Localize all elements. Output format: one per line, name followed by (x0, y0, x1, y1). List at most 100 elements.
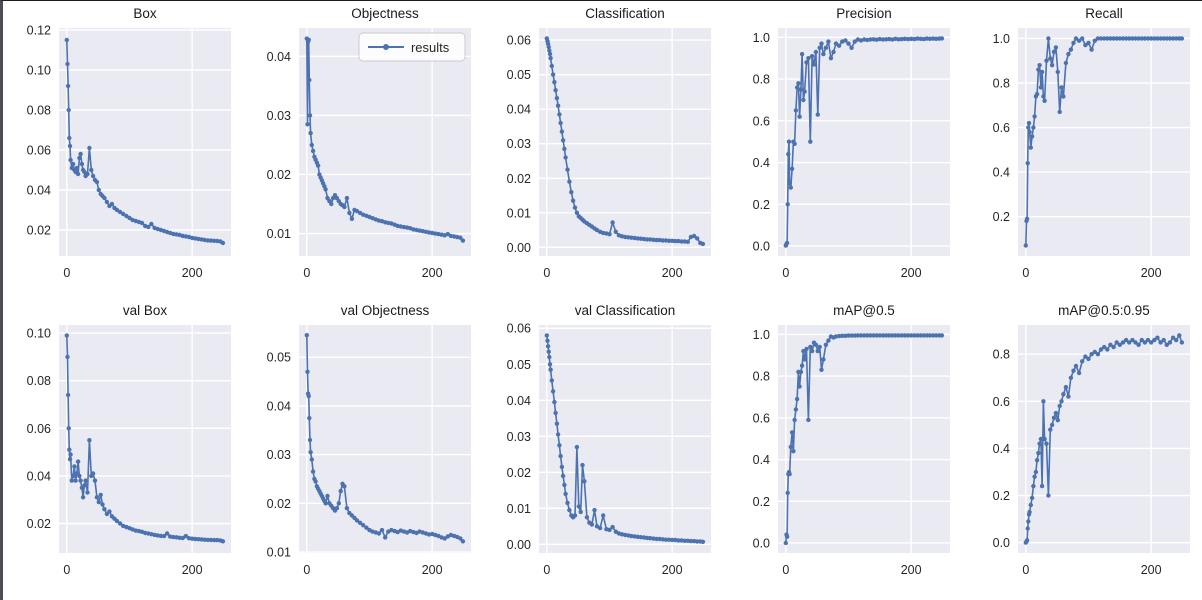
series-marker (568, 189, 574, 195)
series-marker (859, 333, 864, 338)
y-tick-label: 0.04 (506, 103, 530, 117)
series-marker (1038, 85, 1044, 90)
y-tick-label: 0.04 (27, 469, 51, 483)
y-tick-label: 0.6 (993, 395, 1010, 409)
series-marker (817, 344, 823, 350)
x-tick-label: 200 (1141, 266, 1162, 280)
series-marker (1089, 352, 1094, 357)
series-marker (810, 54, 815, 59)
series-marker (344, 195, 349, 201)
series-marker (82, 483, 87, 488)
series-marker (788, 444, 794, 450)
series-marker (906, 36, 911, 42)
y-tick-label: 0.03 (266, 448, 290, 462)
chart-val-objectness: 0.01 0.02 0.03 0.04 0.05 0 200 val Objectness (243, 300, 483, 597)
series-marker (572, 513, 577, 518)
series-marker (821, 357, 826, 362)
series-marker (1139, 337, 1145, 343)
series-marker (1161, 337, 1167, 343)
series-marker (812, 62, 817, 67)
series-marker (862, 333, 867, 338)
series-marker (1073, 363, 1079, 369)
chart-title: mAP@0.5 (834, 303, 896, 318)
series-marker (161, 533, 167, 539)
series-marker (554, 95, 559, 101)
series-marker (315, 163, 321, 168)
series-marker (65, 392, 71, 398)
series-marker (363, 525, 369, 530)
y-tick-label: 0.02 (27, 517, 51, 531)
series-marker (65, 61, 70, 67)
series-marker (843, 38, 848, 43)
series-marker (549, 63, 554, 69)
y-tick-label: 0.10 (27, 64, 51, 78)
y-tick-label: 0.12 (27, 24, 51, 38)
series-marker (806, 56, 811, 61)
series-marker (90, 471, 96, 476)
series-marker (562, 155, 568, 160)
series-marker (308, 130, 313, 136)
series-marker (98, 492, 103, 498)
series-marker (64, 37, 69, 43)
series-marker (792, 141, 798, 147)
y-tick-label: 0.06 (506, 322, 530, 336)
series-marker (546, 354, 552, 360)
series-marker (75, 459, 81, 464)
series-marker (1037, 63, 1042, 68)
series-marker (656, 536, 662, 542)
series-marker (915, 36, 920, 41)
series-marker (899, 333, 905, 338)
y-tick-label: 0.05 (506, 68, 530, 82)
series-marker (1040, 69, 1045, 75)
chart-recall: 0.2 0.4 0.6 0.8 1.0 0 200 Recall (962, 3, 1202, 300)
series-marker (349, 216, 354, 221)
series-marker (557, 120, 563, 126)
series-marker (341, 204, 347, 210)
y-tick-label: 0.02 (266, 168, 290, 182)
series-marker (802, 357, 808, 362)
series-marker (787, 139, 792, 144)
series-marker (80, 495, 86, 500)
series-marker (672, 238, 678, 244)
series-marker (799, 369, 804, 375)
y-tick-label: 0.02 (506, 466, 530, 480)
series-marker (1073, 36, 1079, 41)
series-marker (660, 238, 665, 243)
series-marker (613, 229, 618, 234)
series-marker (824, 342, 829, 348)
series-marker (579, 462, 585, 468)
series-marker (310, 148, 316, 154)
series-marker (1031, 483, 1036, 489)
series-marker (606, 231, 612, 237)
chart-svg-objectness: 0.01 0.02 0.03 0.04 0 200 Objectness results (266, 6, 471, 280)
series-marker (800, 363, 805, 368)
y-tick-label: 0.01 (506, 502, 530, 516)
series-marker (547, 362, 552, 367)
series-marker (934, 333, 939, 338)
series-marker (814, 49, 819, 55)
series-marker (1080, 359, 1085, 364)
series-marker (685, 239, 690, 244)
series-marker (787, 181, 793, 186)
series-marker (819, 367, 825, 373)
y-tick-label: 0.6 (753, 411, 770, 425)
series-marker (786, 152, 791, 157)
series-marker (92, 478, 98, 483)
series-marker (1092, 349, 1098, 355)
series-marker (164, 531, 170, 536)
x-tick-label: 0 (543, 563, 550, 577)
series-marker (78, 478, 83, 483)
y-tick-label: 0.4 (753, 156, 770, 170)
series-marker (561, 482, 567, 488)
series-marker (83, 478, 88, 483)
series-marker (1077, 38, 1082, 43)
series-marker (79, 161, 85, 167)
series-marker (307, 437, 312, 443)
series-marker (354, 518, 359, 523)
series-marker (852, 39, 858, 44)
series-marker (545, 344, 550, 349)
series-marker (868, 37, 873, 42)
x-tick-label: 0 (1023, 563, 1030, 577)
series-marker (104, 199, 110, 205)
